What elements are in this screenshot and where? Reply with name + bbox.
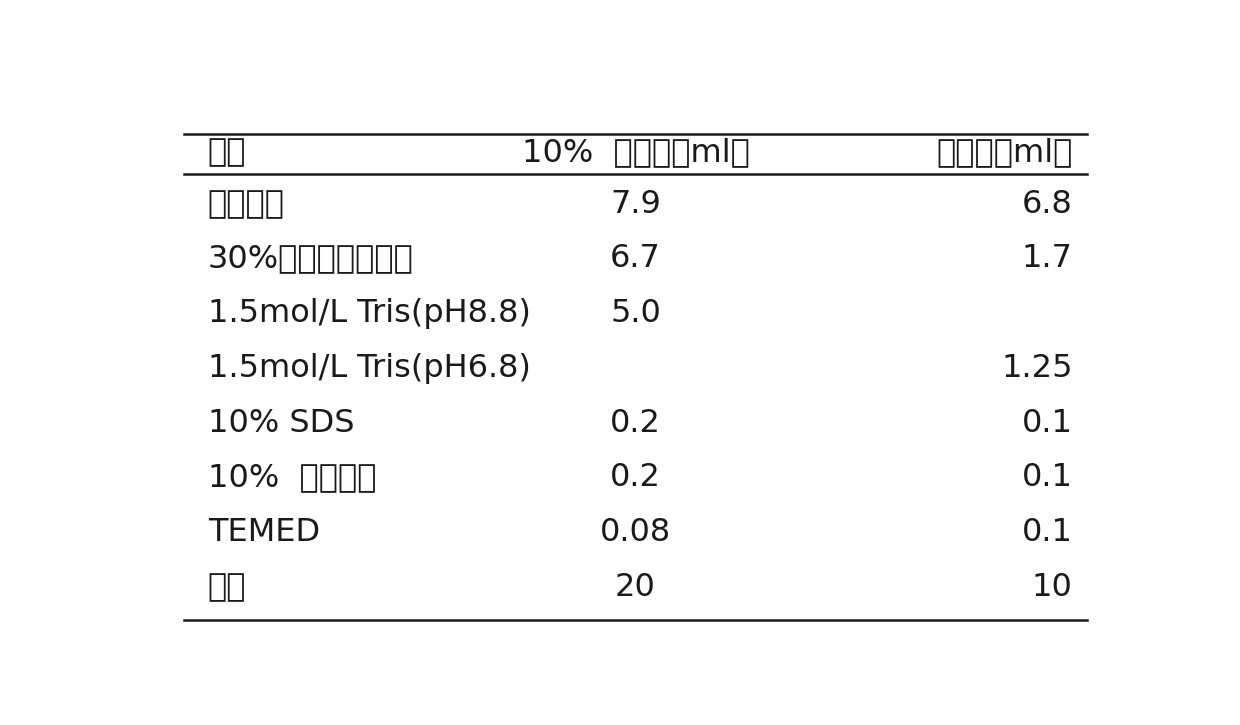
Text: 1.25: 1.25 bbox=[1001, 353, 1073, 384]
Text: 1.5mol/L Tris(pH8.8): 1.5mol/L Tris(pH8.8) bbox=[208, 298, 531, 329]
Text: 1.7: 1.7 bbox=[1022, 244, 1073, 275]
Text: 1.5mol/L Tris(pH6.8): 1.5mol/L Tris(pH6.8) bbox=[208, 353, 531, 384]
Text: 5.0: 5.0 bbox=[610, 298, 661, 329]
Text: 7.9: 7.9 bbox=[610, 188, 661, 220]
Text: 10%  分离胶（ml）: 10% 分离胶（ml） bbox=[522, 137, 749, 167]
Text: 0.2: 0.2 bbox=[610, 407, 661, 439]
Text: 0.1: 0.1 bbox=[1022, 517, 1073, 548]
Text: 6.7: 6.7 bbox=[610, 244, 661, 275]
Text: 0.1: 0.1 bbox=[1022, 463, 1073, 493]
Text: 总计: 总计 bbox=[208, 572, 247, 602]
Text: 6.8: 6.8 bbox=[1022, 188, 1073, 220]
Text: TEMED: TEMED bbox=[208, 517, 320, 548]
Text: 0.2: 0.2 bbox=[610, 463, 661, 493]
Text: 0.08: 0.08 bbox=[600, 517, 671, 548]
Text: 去离子水: 去离子水 bbox=[208, 188, 285, 220]
Text: 10% SDS: 10% SDS bbox=[208, 407, 355, 439]
Text: 浓缩胶（ml）: 浓缩胶（ml） bbox=[936, 137, 1073, 167]
Text: 20: 20 bbox=[615, 572, 656, 602]
Text: 10%  过硫酸铵: 10% 过硫酸铵 bbox=[208, 463, 377, 493]
Text: 30%丙稀酰胺混合液: 30%丙稀酰胺混合液 bbox=[208, 244, 414, 275]
Text: 0.1: 0.1 bbox=[1022, 407, 1073, 439]
Text: 成分: 成分 bbox=[208, 137, 247, 167]
Text: 10: 10 bbox=[1032, 572, 1073, 602]
